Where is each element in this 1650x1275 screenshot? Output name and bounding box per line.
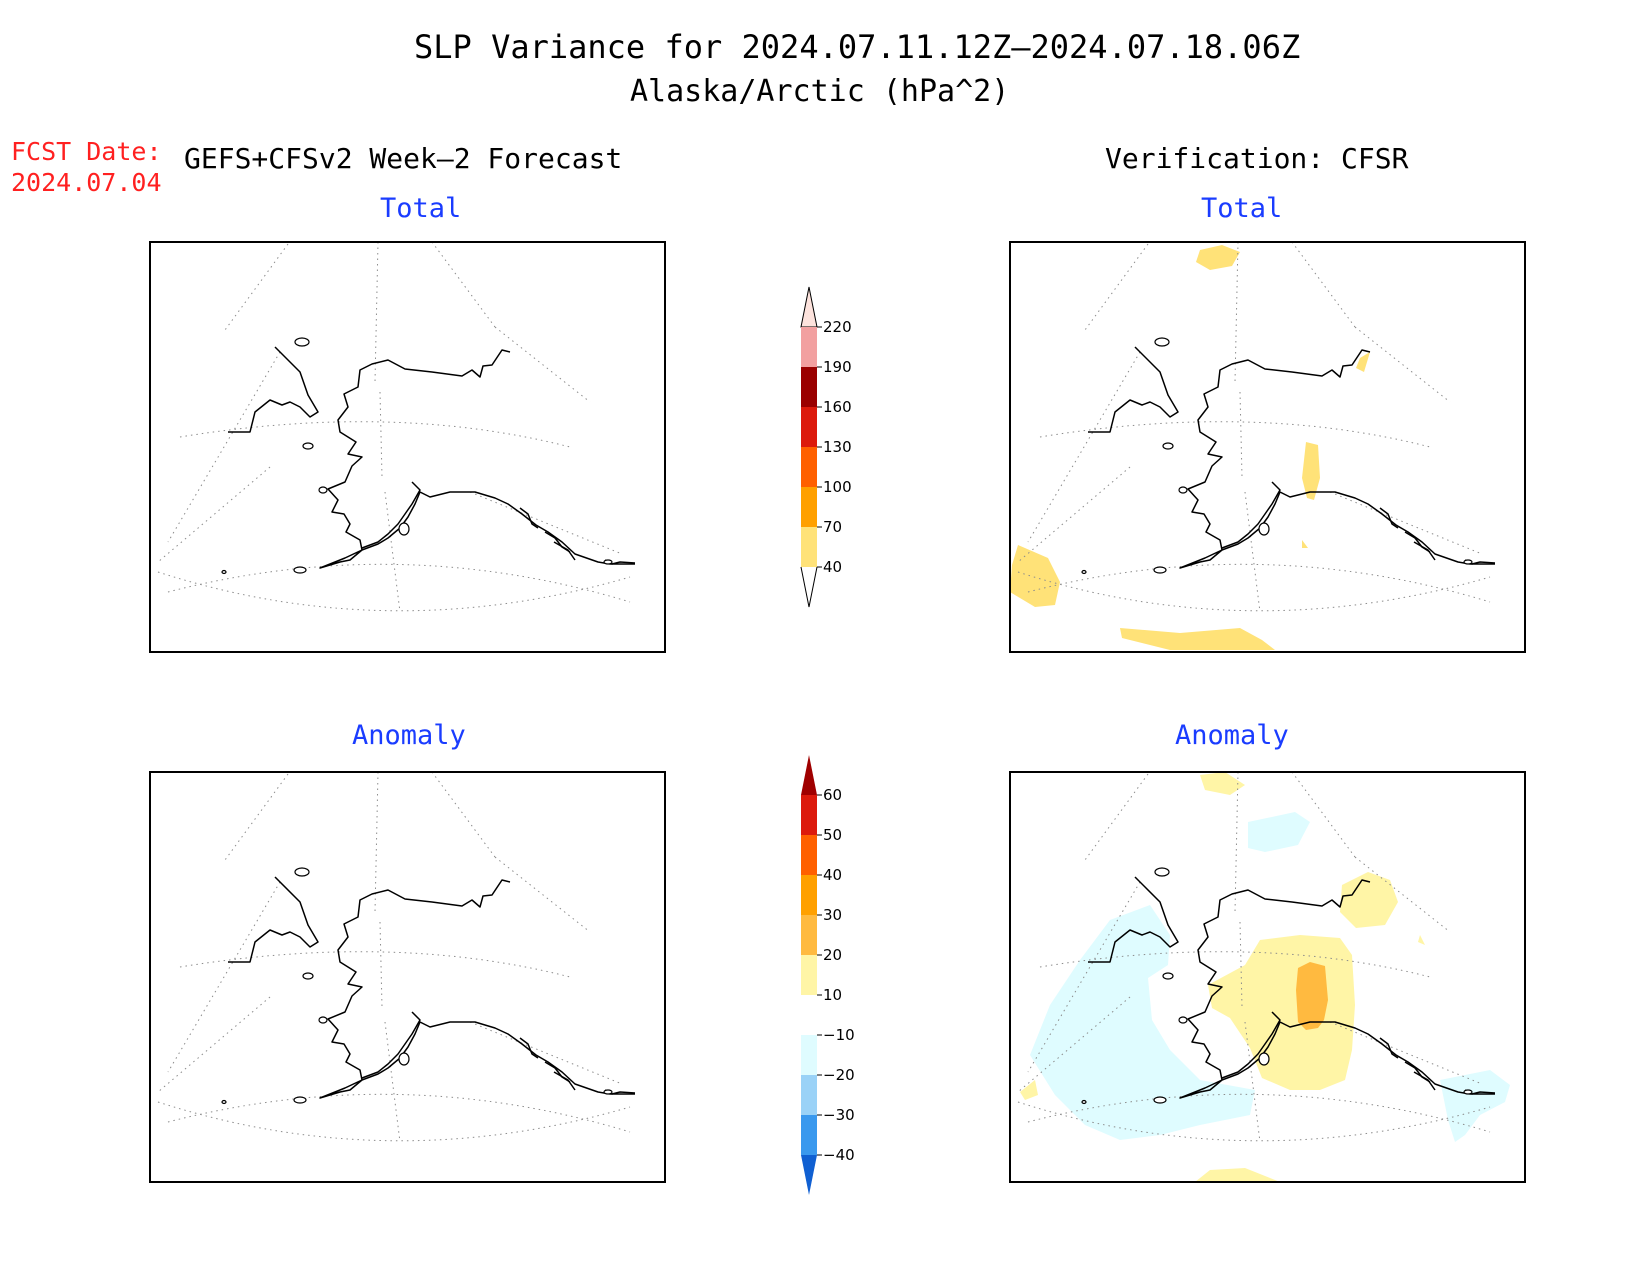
- anomaly-colorbar-box: [801, 795, 817, 835]
- verification-header: Verification: CFSR: [1105, 142, 1409, 175]
- anomaly-colorbar-box: [801, 875, 817, 915]
- verification-anomaly-title: Anomaly: [1175, 720, 1289, 751]
- forecast-total-title: Total: [380, 193, 462, 224]
- anomaly-colorbar-box: [801, 995, 817, 1035]
- anomaly-colorbar-box: [801, 835, 817, 875]
- anomaly-colorbar-label: 20: [823, 946, 842, 964]
- anomaly-colorbar-box: [801, 955, 817, 995]
- anomaly-colorbar-arrow-top: [801, 755, 817, 795]
- total-colorbar: 220 190 160 130 100 70 40: [800, 286, 852, 608]
- fcst-date-label: FCST Date:: [11, 137, 162, 166]
- anomaly-colorbar-label: 40: [823, 866, 842, 884]
- anomaly-colorbar-box: [801, 1075, 817, 1115]
- main-title: SLP Variance for 2024.07.11.12Z–2024.07.…: [414, 28, 1301, 66]
- anomaly-colorbar-label: 50: [823, 826, 842, 844]
- verification-total-title: Total: [1201, 193, 1283, 224]
- anomaly-colorbar-label: 30: [823, 906, 842, 924]
- total-colorbar-box: [801, 487, 817, 527]
- map-verification-total: [1009, 241, 1526, 653]
- forecast-header: GEFS+CFSv2 Week–2 Forecast: [184, 142, 623, 175]
- total-colorbar-box: [801, 527, 817, 567]
- anomaly-colorbar-label: 10: [823, 986, 842, 1004]
- total-colorbar-box: [801, 407, 817, 447]
- anomaly-colorbar-label: −40: [823, 1146, 855, 1164]
- anomaly-colorbar-box: [801, 1035, 817, 1075]
- total-colorbar-box: [801, 447, 817, 487]
- total-colorbar-box: [801, 327, 817, 367]
- forecast-anomaly-title: Anomaly: [352, 720, 466, 751]
- anomaly-colorbar-label: −10: [823, 1026, 855, 1044]
- anomaly-colorbar-label: −30: [823, 1106, 855, 1124]
- total-colorbar-label: 100: [823, 478, 852, 496]
- anomaly-colorbar-label: −20: [823, 1066, 855, 1084]
- total-colorbar-label: 220: [823, 318, 852, 336]
- fcst-date-value: 2024.07.04: [11, 168, 162, 197]
- total-colorbar-label: 160: [823, 398, 852, 416]
- total-colorbar-arrow-top: [800, 286, 818, 328]
- total-colorbar-label: 190: [823, 358, 852, 376]
- anomaly-colorbar-label: 60: [823, 786, 842, 804]
- main-subtitle: Alaska/Arctic (hPa^2): [630, 74, 1010, 109]
- total-colorbar-label: 130: [823, 438, 852, 456]
- anomaly-colorbar: 60 50 40 30 20 10 −10 −20 −30 −40: [801, 755, 855, 1195]
- anomaly-colorbar-box: [801, 915, 817, 955]
- total-colorbar-arrow-bottom: [800, 566, 818, 608]
- total-colorbar-box: [801, 367, 817, 407]
- map-forecast-total: [149, 241, 666, 653]
- map-forecast-anomaly: [149, 771, 666, 1183]
- total-colorbar-label: 70: [823, 518, 842, 536]
- total-colorbar-label: 40: [823, 558, 842, 576]
- anomaly-colorbar-arrow-bottom: [801, 1155, 817, 1195]
- map-verification-anomaly: [1009, 771, 1526, 1183]
- anomaly-colorbar-box: [801, 1115, 817, 1155]
